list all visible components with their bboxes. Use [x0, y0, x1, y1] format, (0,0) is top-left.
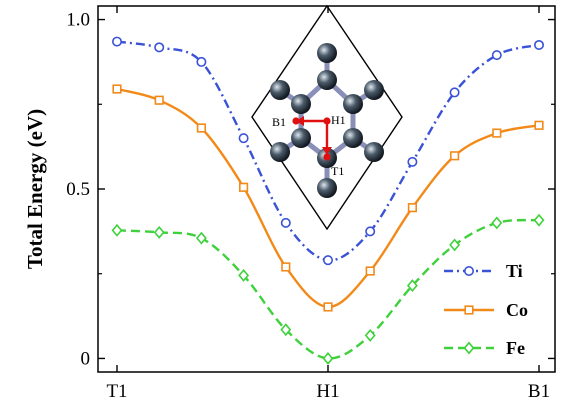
legend-label-co: Co [506, 300, 528, 320]
data-point-ti [491, 50, 502, 61]
inset-label-b1: B1 [272, 115, 286, 129]
data-point-fe [491, 216, 503, 230]
inset-label-t1: T1 [331, 164, 344, 178]
series-layer [111, 36, 545, 365]
y-tick-label: 1.0 [66, 10, 90, 31]
data-point-fe [111, 223, 123, 237]
inset-atom [364, 80, 384, 100]
data-point-ti [407, 156, 418, 167]
data-point-ti [533, 39, 544, 50]
inset-arrowhead [296, 116, 304, 126]
legend-marker-co [464, 305, 474, 315]
axes: 0 0.5 1.0 T1 H1 B1 [66, 6, 555, 402]
legend-label-ti: Ti [506, 261, 523, 281]
data-point-co [196, 123, 207, 133]
graphene-lattice-inset: B1 H1 T1 [251, 4, 403, 231]
legend-label-fe: Fe [506, 338, 525, 358]
data-point-ti [238, 133, 249, 144]
data-point-co [492, 128, 502, 138]
data-point-co [534, 120, 544, 130]
inset-site-b1 [292, 117, 300, 125]
series-line-fe [116, 218, 540, 360]
inset-site-h1 [323, 117, 331, 125]
data-point-ti [322, 255, 333, 266]
data-point-ti [112, 36, 123, 47]
inset-atom [364, 142, 384, 162]
inset-atom [343, 128, 363, 148]
data-point-fe [533, 213, 545, 227]
data-point-co [407, 203, 418, 213]
data-point-co [154, 95, 164, 105]
x-tick-label: H1 [316, 381, 339, 402]
inset-arrowhead [322, 147, 332, 155]
inset-atom [343, 94, 363, 114]
legend-marker-ti [463, 265, 474, 276]
inset-atom [270, 142, 290, 162]
data-point-fe [238, 268, 250, 282]
inset-site-t1 [323, 153, 331, 161]
data-point-fe [280, 323, 292, 337]
data-point-co [112, 84, 122, 94]
x-tick-label: T1 [106, 381, 127, 402]
data-point-fe [406, 279, 418, 293]
legend: Ti Co Fe [444, 261, 528, 358]
data-point-fe [364, 328, 376, 342]
legend-marker-fe [463, 341, 475, 355]
data-point-co [239, 182, 249, 192]
data-point-fe [153, 225, 165, 239]
data-point-ti [154, 42, 165, 53]
data-point-co [449, 151, 460, 161]
inset-atom [317, 43, 337, 63]
data-point-fe [195, 231, 207, 245]
y-tick-label: 0.5 [66, 179, 90, 200]
inset-atom [270, 80, 290, 100]
inset-atom [317, 178, 337, 198]
data-point-fe [322, 352, 334, 365]
inset-label-h1: H1 [331, 113, 346, 127]
data-point-ti [449, 87, 460, 98]
inset-atom [291, 128, 311, 148]
data-point-co [323, 302, 333, 312]
inset-atom [291, 94, 311, 114]
x-tick-label: B1 [528, 381, 550, 402]
data-point-ti [365, 226, 376, 237]
data-point-fe [449, 238, 461, 252]
data-point-co [281, 262, 291, 272]
y-axis-title: Total Energy (eV) [23, 109, 47, 269]
data-point-co [365, 266, 375, 276]
inset-atom [317, 70, 337, 90]
data-point-ti [196, 56, 207, 67]
y-tick-label: 0 [81, 348, 91, 369]
data-point-ti [280, 217, 291, 228]
